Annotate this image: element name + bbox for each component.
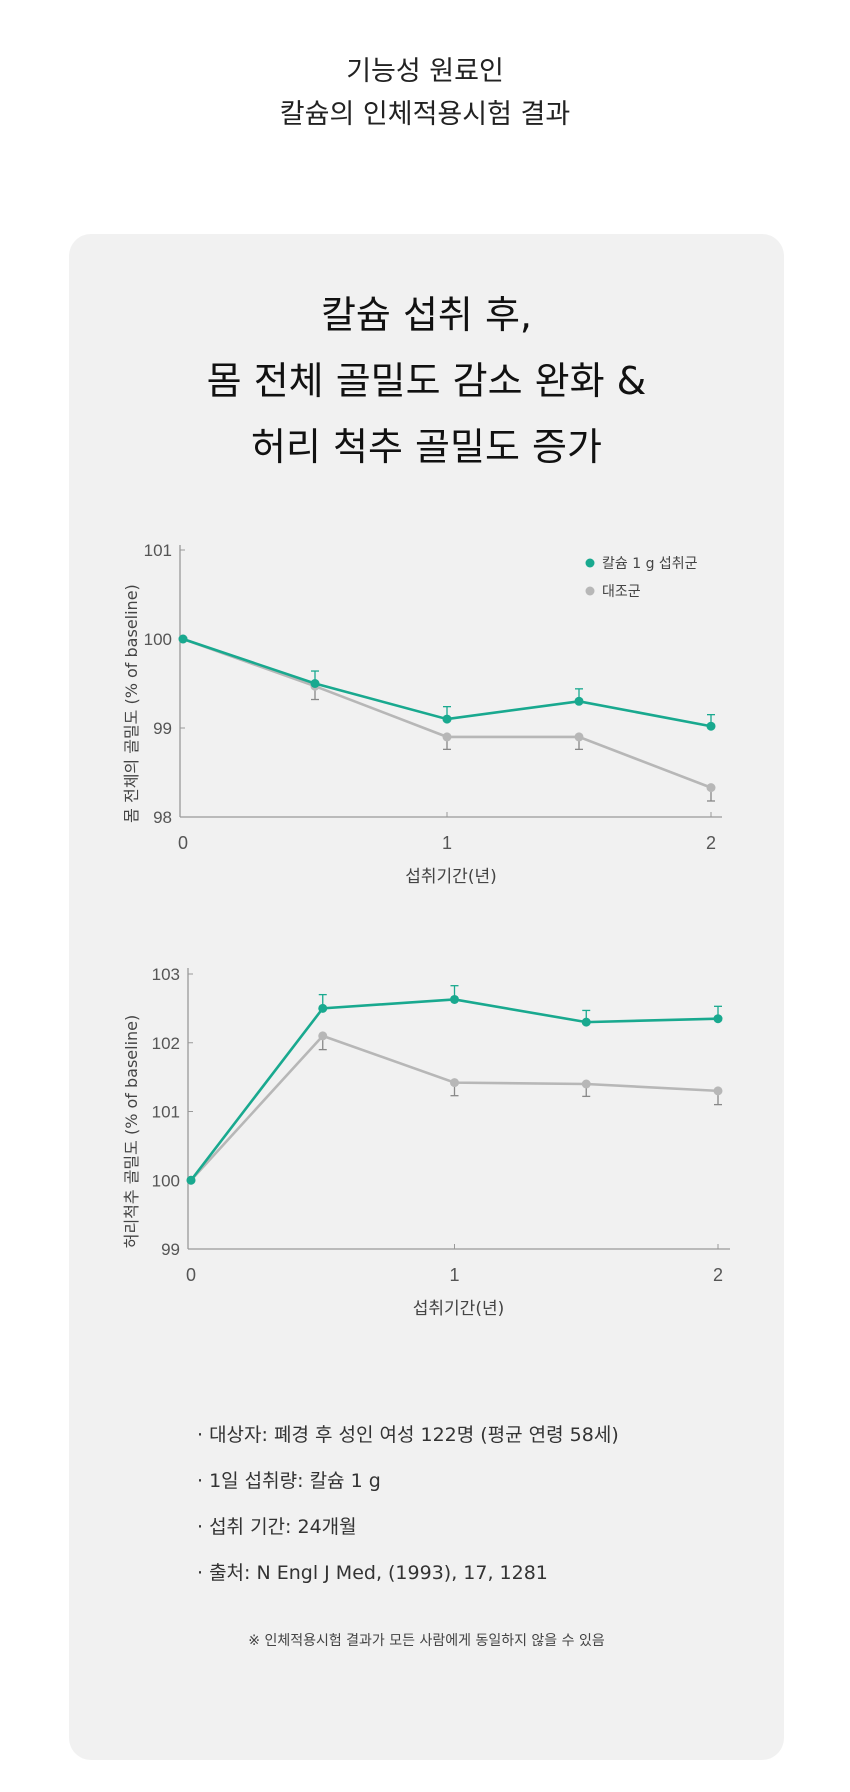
x-tick-label: 0 [186, 1265, 196, 1285]
card-title-line: 칼슘 섭취 후, [320, 293, 533, 337]
header-line-2: 칼슘의 인체적용시험 결과 [279, 99, 571, 130]
x-axis-title: 섭취기간(년) [405, 867, 496, 887]
x-tick-label: 2 [713, 1265, 723, 1285]
legend-label: 칼슘 1 g 섭취군 [602, 556, 698, 572]
data-point [713, 1014, 723, 1024]
legend-label: 대조군 [602, 584, 641, 600]
legend-marker [585, 558, 595, 568]
x-tick-label: 1 [449, 1265, 459, 1285]
y-tick-label: 100 [152, 1171, 180, 1190]
series-line [190, 1034, 719, 1182]
x-tick-label: 0 [178, 833, 188, 853]
data-point [318, 1031, 328, 1041]
y-tick-label: 99 [161, 1240, 180, 1259]
x-axis-title: 섭취기간(년) [413, 1299, 504, 1319]
data-point [186, 1175, 196, 1185]
card-title: 칼슘 섭취 후, 몸 전체 골밀도 감소 완화 & 허리 척추 골밀도 증가 [69, 282, 784, 480]
data-point [574, 696, 584, 706]
data-point [713, 1086, 723, 1096]
data-point [581, 1017, 591, 1027]
x-tick-label: 2 [706, 833, 716, 853]
y-axis-title: 몸 전체의 골밀도 (% of baseline) [122, 584, 141, 823]
data-point [318, 1003, 328, 1013]
note-item: · 출처: N Engl J Med, (1993), 17, 1281 [197, 1562, 548, 1584]
card-title-line: 몸 전체 골밀도 감소 완화 & [206, 359, 647, 403]
legend-marker [585, 586, 595, 596]
note-item: · 대상자: 폐경 후 성인 여성 122명 (평균 연령 58세) [197, 1424, 619, 1446]
disclaimer: ※ 인체적용시험 결과가 모든 사람에게 동일하지 않을 수 있음 [248, 1633, 605, 1649]
data-point [706, 721, 716, 731]
page-header: 기능성 원료인 칼슘의 인체적용시험 결과 [0, 50, 850, 136]
data-point [574, 732, 584, 742]
data-point [442, 714, 452, 724]
y-tick-label: 100 [144, 630, 172, 649]
note-item: · 1일 섭취량: 칼슘 1 g [197, 1470, 381, 1492]
y-tick-label: 101 [152, 1103, 180, 1122]
data-point [706, 783, 716, 793]
study-notes: · 대상자: 폐경 후 성인 여성 122명 (평균 연령 58세) · 1일 … [197, 1412, 619, 1596]
data-point [450, 994, 459, 1004]
data-point [310, 679, 320, 688]
data-point [450, 1078, 459, 1088]
data-point [442, 732, 452, 742]
y-tick-label: 101 [144, 541, 172, 560]
y-axis-title: 허리척추 골밀도 (% of baseline) [122, 1015, 141, 1249]
y-tick-label: 98 [153, 808, 172, 827]
y-tick-label: 99 [153, 719, 172, 738]
header-line-1: 기능성 원료인 [346, 56, 504, 87]
note-item: · 섭취 기간: 24개월 [197, 1516, 357, 1538]
x-tick-label: 1 [442, 833, 452, 853]
y-tick-label: 103 [152, 965, 180, 984]
card-title-line: 허리 척추 골밀도 증가 [251, 425, 602, 469]
data-point [178, 634, 188, 644]
data-point [581, 1079, 591, 1089]
y-tick-label: 102 [152, 1034, 180, 1053]
